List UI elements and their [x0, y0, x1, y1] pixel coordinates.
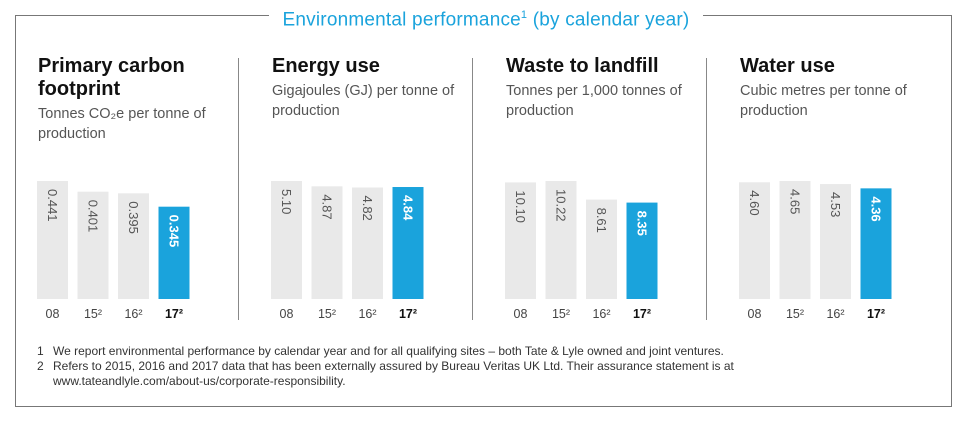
bar-0-1 [77, 191, 109, 299]
bar-2-0 [505, 182, 536, 299]
category-label: 17² [633, 307, 651, 321]
category-label: 16² [358, 307, 376, 321]
panel-energy: Energy use Gigajoules (GJ) per tonne of … [272, 55, 472, 325]
bar-value-label: 4.82 [360, 195, 375, 220]
bar-1-2 [352, 187, 383, 299]
bar-value-label: 4.36 [869, 196, 884, 221]
bar-value-label: 4.53 [828, 192, 843, 217]
bar-2-1 [545, 181, 577, 299]
category-label: 16² [592, 307, 610, 321]
title-text: Environmental performance [282, 9, 521, 31]
category-label: 17² [867, 307, 885, 321]
bar-value-label: 0.395 [126, 201, 141, 234]
bar-value-label: 0.345 [167, 215, 182, 248]
footnote-text: Refers to 2015, 2016 and 2017 data that … [53, 359, 734, 373]
bar-value-label: 10.22 [554, 189, 569, 222]
bar-value-label: 4.60 [747, 190, 762, 215]
bar-0-0 [37, 181, 68, 299]
panel-title-carbon: Primary carbon footprint [38, 55, 185, 100]
panel-subtitle-waste: Tonnes per 1,000 tonnes of production [506, 83, 682, 119]
category-label: 15² [786, 307, 804, 321]
footnote-number [37, 374, 53, 389]
footnote-2: 2 Refers to 2015, 2016 and 2017 data tha… [37, 359, 937, 374]
panel-water: Water use Cubic metres per tonne of prod… [740, 55, 940, 325]
category-label: 17² [399, 307, 417, 321]
footnote-2-continued: www.tateandlyle.com/about-us/corporate-r… [37, 374, 937, 389]
panel-subtitle-energy: Gigajoules (GJ) per tonne of production [272, 83, 455, 119]
category-label: 16² [826, 307, 844, 321]
category-label: 08 [280, 307, 294, 321]
bar-2-2 [586, 199, 617, 299]
bar-3-1 [779, 181, 811, 299]
footnote-1: 1 We report environmental performance by… [37, 344, 937, 359]
panel-divider [706, 58, 707, 320]
bar-value-label: 8.35 [635, 211, 650, 236]
bar-value-label: 4.84 [401, 195, 416, 221]
category-label: 08 [514, 307, 528, 321]
panel-divider [472, 58, 473, 320]
footnote-text: We report environmental performance by c… [53, 344, 724, 358]
bar-1-0 [271, 181, 302, 299]
panel-divider [238, 58, 239, 320]
footnote-number: 1 [37, 344, 44, 358]
category-label: 15² [84, 307, 102, 321]
footnote-number: 2 [37, 359, 44, 373]
bar-value-label: 10.10 [513, 190, 528, 223]
footnotes: 1 We report environmental performance by… [37, 344, 937, 389]
bar-3-2 [820, 184, 851, 299]
footnote-link-text: www.tateandlyle.com/about-us/corporate-r… [53, 374, 346, 388]
panel-carbon: Primary carbon footprint Tonnes CO₂e per… [38, 55, 238, 325]
category-label: 08 [46, 307, 60, 321]
category-label: 08 [748, 307, 762, 321]
bar-value-label: 8.61 [594, 208, 609, 233]
bar-1-3 [392, 187, 424, 299]
category-label: 15² [552, 307, 570, 321]
bar-1-1 [311, 186, 343, 299]
title-suffix: (by calendar year) [527, 9, 690, 31]
bar-value-label: 5.10 [279, 189, 294, 214]
category-label: 16² [124, 307, 142, 321]
page-title: Environmental performance1 (by calendar … [268, 0, 704, 36]
title-wrap: Environmental performance1 (by calendar … [0, 0, 972, 36]
title-footnote-ref: 1 [520, 9, 528, 21]
bar-3-3 [860, 188, 892, 299]
bar-0-2 [118, 193, 149, 299]
bar-value-label: 0.441 [45, 189, 60, 222]
panel-title-energy: Energy use [272, 55, 380, 77]
panel-subtitle-carbon: Tonnes CO₂e per tonne of production [38, 106, 206, 142]
panel-waste: Waste to landfill Tonnes per 1,000 tonne… [506, 55, 706, 325]
bar-3-0 [739, 182, 770, 299]
bar-2-3 [626, 202, 658, 299]
category-label: 17² [165, 307, 183, 321]
bar-value-label: 4.65 [788, 189, 803, 214]
bar-value-label: 0.401 [86, 200, 101, 233]
panel-title-waste: Waste to landfill [506, 55, 659, 77]
bar-0-3 [158, 206, 190, 299]
panel-subtitle-water: Cubic metres per tonne of production [740, 83, 907, 119]
bar-value-label: 4.87 [320, 194, 335, 219]
panel-title-water: Water use [740, 55, 835, 77]
category-label: 15² [318, 307, 336, 321]
